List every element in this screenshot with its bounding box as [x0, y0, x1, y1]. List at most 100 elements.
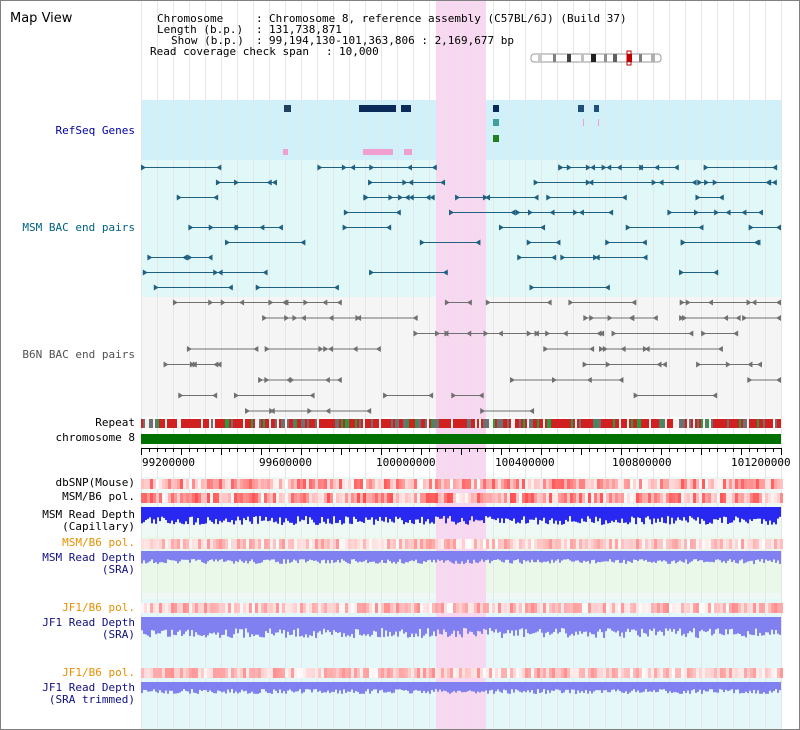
msm-b6-pol-2-strip [234, 539, 237, 549]
msm-depth-capillary-bar [297, 507, 299, 517]
dbsnp-strip [231, 479, 234, 489]
msm-b6-pol-strip [741, 493, 744, 503]
msm-b6-pol-strip [399, 493, 402, 503]
jf1-depth-trimmed-bar [409, 682, 411, 694]
info-colon-4: : [326, 45, 333, 58]
jf1-depth-sra-bar [357, 617, 359, 630]
track-label-msm-depth-sra[interactable]: MSM Read Depth [42, 551, 135, 564]
jf1-depth-trimmed-bar [615, 682, 617, 692]
msm-bac-pair-end [712, 179, 718, 186]
msm-depth-sra-bar [457, 551, 459, 564]
track-label-msm-b6-pol[interactable]: MSM/B6 pol. [62, 490, 135, 503]
jf1-b6-pol-strip [504, 603, 507, 613]
msm-depth-capillary-bar [497, 507, 499, 519]
msm-b6-pol-strip [681, 493, 684, 503]
jf1-depth-sra-bar [595, 617, 597, 638]
track-label-jf1-depth-sra[interactable]: JF1 Read Depth [42, 616, 135, 629]
dbsnp-strip [567, 479, 570, 489]
jf1-depth-trimmed-bar [285, 682, 287, 694]
jf1-b6-pol-strip [411, 603, 414, 613]
msm-b6-pol-2-strip [438, 539, 441, 549]
track-label-b6n-bac[interactable]: B6N BAC end pairs [22, 348, 135, 361]
jf1-b6-pol-strip [264, 603, 267, 613]
dbsnp-strip [522, 479, 525, 489]
jf1-b6-pol-2-strip [420, 668, 423, 678]
jf1-depth-sra-bar [407, 617, 409, 638]
repeat-segment [673, 419, 675, 428]
jf1-b6-pol-strip [429, 603, 432, 613]
msm-depth-sra-bar [471, 551, 473, 564]
jf1-depth-sra-bar [563, 617, 565, 629]
dbsnp-strip [531, 479, 534, 489]
track-label-msm-depth-capillary[interactable]: MSM Read Depth [42, 508, 135, 521]
msm-depth-capillary-bar [409, 507, 411, 520]
track-label-jf1-b6-pol-2[interactable]: JF1/B6 pol. [62, 666, 135, 679]
jf1-depth-trimmed-bar [165, 682, 167, 691]
msm-depth-sra-bar [705, 551, 707, 562]
jf1-depth-trimmed-bar [187, 682, 189, 692]
jf1-depth-trimmed-bar [355, 682, 357, 692]
jf1-depth-sra-bar [383, 617, 385, 638]
msm-bac-pair-end [215, 179, 221, 186]
jf1-b6-pol-strip [453, 603, 456, 613]
jf1-depth-sra-bar [533, 617, 535, 634]
track-label-refseq-genes[interactable]: RefSeq Genes [55, 124, 135, 137]
track-label-msm-bac[interactable]: MSM BAC end pairs [22, 221, 135, 234]
repeat-segment [335, 419, 337, 428]
msm-depth-capillary-bar [217, 507, 219, 525]
jf1-depth-sra-bar [663, 617, 665, 636]
jf1-b6-pol-2-strip [612, 668, 615, 678]
repeat-segment [231, 419, 233, 428]
msm-depth-sra-bar [583, 551, 585, 561]
jf1-depth-sra-bar [249, 617, 251, 638]
jf1-depth-trimmed-bar [729, 682, 731, 691]
repeat-segment [627, 419, 629, 428]
track-label-dbsnp[interactable]: dbSNP(Mouse) [55, 476, 135, 489]
msm-depth-sra-bar [255, 551, 257, 564]
msm-depth-capillary-bar [675, 507, 677, 521]
jf1-b6-pol-strip [168, 603, 171, 613]
msm-b6-pol-strip [186, 493, 189, 503]
msm-depth-capillary-bar [441, 507, 443, 519]
jf1-b6-pol-2-strip [774, 668, 777, 678]
track-label-msm-b6-pol-2[interactable]: MSM/B6 pol. [62, 536, 135, 549]
msm-depth-sra-bar [165, 551, 167, 564]
jf1-depth-trimmed-bar [557, 682, 559, 690]
jf1-depth-sra-bar [643, 617, 645, 633]
msm-depth-sra-bar [261, 551, 263, 563]
msm-b6-pol-2-strip [258, 539, 261, 549]
jf1-depth-trimmed-bar [767, 682, 769, 694]
jf1-b6-pol-strip [405, 603, 408, 613]
msm-depth-sra-bar [749, 551, 751, 561]
track-label-jf1-depth-trimmed[interactable]: JF1 Read Depth [42, 681, 135, 694]
msm-bac-pair-end [641, 239, 647, 246]
msm-depth-capillary-bar [625, 507, 627, 523]
repeat-segment [337, 419, 339, 428]
jf1-depth-trimmed-bar [291, 682, 293, 692]
jf1-b6-pol-2-strip [222, 668, 225, 678]
jf1-b6-pol-strip [654, 603, 657, 613]
msm-depth-capillary-bar [613, 507, 615, 523]
dbsnp-strip [267, 479, 270, 489]
msm-depth-capillary-bar [607, 507, 609, 524]
jf1-depth-sra-bar [321, 617, 323, 635]
track-label-jf1-b6-pol[interactable]: JF1/B6 pol. [62, 601, 135, 614]
dbsnp-strip [303, 479, 306, 489]
msm-depth-capillary-bar [669, 507, 671, 525]
msm-depth-capillary-bar [593, 507, 595, 523]
msm-b6-pol-strip [507, 493, 510, 503]
jf1-b6-pol-strip [180, 603, 183, 613]
repeat-segment [763, 419, 765, 428]
jf1-b6-pol-2-strip [165, 668, 168, 678]
jf1-depth-trimmed-bar [753, 682, 755, 690]
msm-depth-capillary-bar [771, 507, 773, 525]
jf1-depth-sra-bar [601, 617, 603, 633]
jf1-depth-sra-bar [765, 617, 767, 633]
jf1-b6-pol-2-strip [738, 668, 741, 678]
msm-depth-sra-bar [779, 551, 781, 564]
msm-depth-sra-bar [219, 551, 221, 560]
msm-b6-pol-strip [522, 493, 525, 503]
msm-b6-pol-2-strip [411, 539, 414, 549]
repeat-segment [483, 419, 485, 428]
